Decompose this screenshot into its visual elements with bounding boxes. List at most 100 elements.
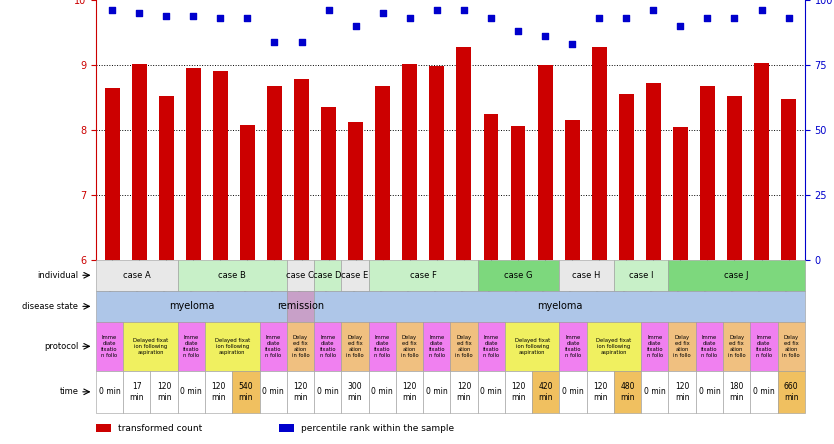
Text: Delay
ed fix
ation
in follo: Delay ed fix ation in follo [728,335,746,357]
Text: myeloma: myeloma [537,301,582,311]
Point [674,23,687,30]
Text: case J: case J [725,271,749,280]
Bar [178,322,205,371]
Point [620,15,633,22]
Text: Delay
ed fix
ation
in follo: Delay ed fix ation in follo [346,335,364,357]
Bar [321,107,336,260]
Bar [240,125,255,260]
Bar [96,291,287,322]
Bar [96,260,178,291]
Text: case A: case A [123,271,151,280]
Point [322,7,335,14]
Text: 120
min: 120 min [511,382,525,401]
Point [646,7,660,14]
Bar [754,63,769,260]
Point [782,15,796,22]
Bar [205,322,259,371]
Text: Imme
diate
fixatio
n follo: Imme diate fixatio n follo [374,335,390,357]
Bar [586,371,614,413]
Text: 540
min: 540 min [239,382,254,401]
Point [214,15,227,22]
Text: myeloma: myeloma [168,301,214,311]
Bar [751,322,777,371]
Bar [669,371,696,413]
Bar [105,87,119,260]
Bar [287,291,314,322]
Text: Imme
diate
fixatio
n follo: Imme diate fixatio n follo [756,335,772,357]
Text: case B: case B [219,271,246,280]
Bar [669,322,696,371]
Point [159,12,173,19]
Text: Imme
diate
fixatio
n follo: Imme diate fixatio n follo [183,335,199,357]
Text: Delay
ed fix
ation
in follo: Delay ed fix ation in follo [292,335,309,357]
Bar [96,424,111,432]
Bar [565,120,580,260]
Bar [314,371,341,413]
Text: case I: case I [629,271,654,280]
Text: 120
min: 120 min [457,382,471,401]
Bar [287,371,314,413]
Text: Delayed fixat
ion following
aspiration: Delayed fixat ion following aspiration [515,338,550,355]
Bar [341,260,369,291]
Point [133,9,146,16]
Bar [213,71,228,260]
Point [539,33,552,40]
Text: 420
min: 420 min [539,382,553,401]
Bar [341,371,369,413]
Point [701,15,714,22]
Text: Imme
diate
fixatio
n follo: Imme diate fixatio n follo [565,335,581,357]
Text: 300
min: 300 min [348,382,362,401]
Text: case F: case F [409,271,436,280]
Bar [186,67,201,260]
Bar [456,47,471,260]
Bar [532,371,560,413]
Point [430,7,444,14]
Text: Delayed fixat
ion following
aspiration: Delayed fixat ion following aspiration [214,338,250,355]
Bar [205,371,232,413]
Bar [369,322,396,371]
Bar [314,260,341,291]
Bar [727,96,742,260]
Point [376,9,389,16]
Bar [510,126,525,260]
Text: Delayed fixat
ion following
aspiration: Delayed fixat ion following aspiration [133,338,168,355]
Text: 120
min: 120 min [157,382,171,401]
Text: 0 min: 0 min [644,387,666,396]
Text: 0 min: 0 min [753,387,775,396]
Text: 480
min: 480 min [620,382,635,401]
Bar [560,371,586,413]
Text: 0 min: 0 min [562,387,584,396]
Point [592,15,605,22]
Bar [369,260,478,291]
Bar [478,371,505,413]
Text: 180
min: 180 min [730,382,744,401]
Bar [349,122,363,260]
Bar [132,63,147,260]
Bar [777,322,805,371]
Bar [369,371,396,413]
Text: disease state: disease state [23,302,78,311]
Bar [259,371,287,413]
Text: Imme
diate
fixatio
n follo: Imme diate fixatio n follo [646,335,663,357]
Bar [287,322,314,371]
Text: Imme
diate
fixatio
n follo: Imme diate fixatio n follo [483,335,500,357]
Bar [341,322,369,371]
Bar [646,83,661,260]
Text: case H: case H [572,271,600,280]
Text: Imme
diate
fixatio
n follo: Imme diate fixatio n follo [429,335,445,357]
Text: 120
min: 120 min [211,382,226,401]
Bar [696,322,723,371]
Text: Delay
ed fix
ation
in follo: Delay ed fix ation in follo [455,335,473,357]
Point [105,7,118,14]
Bar [560,260,614,291]
Bar [696,371,723,413]
Text: Delay
ed fix
ation
in follo: Delay ed fix ation in follo [782,335,800,357]
Point [295,38,309,45]
Bar [781,99,796,260]
Point [511,28,525,35]
Point [565,40,579,48]
Bar [123,322,178,371]
Point [457,7,470,14]
Bar [259,322,287,371]
Bar [178,371,205,413]
